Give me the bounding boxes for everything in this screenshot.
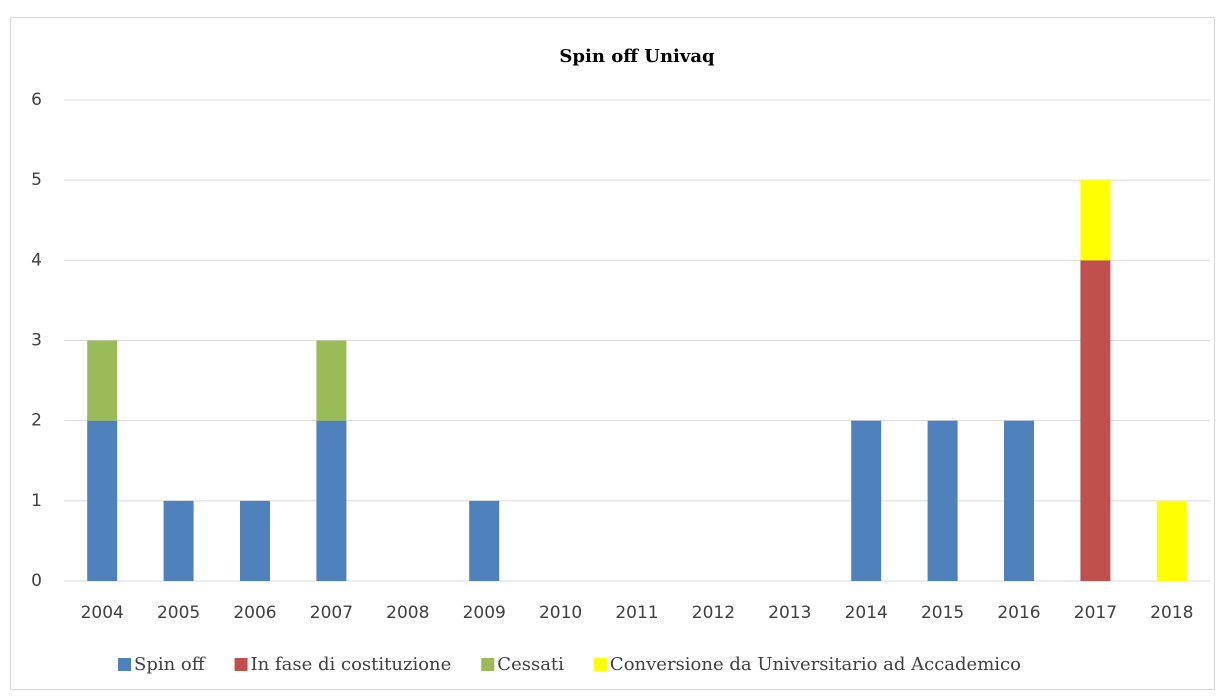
legend-swatch: [481, 658, 495, 671]
x-tick-label: 2009: [463, 603, 506, 623]
x-tick-label: 2006: [233, 603, 276, 623]
x-tick-label: 2013: [768, 603, 811, 623]
x-tick-label: 2008: [386, 603, 429, 623]
x-tick-label: 2016: [997, 603, 1040, 623]
x-tick-label: 2005: [157, 603, 200, 623]
x-tick-label: 2004: [81, 603, 124, 623]
bar-segment: [851, 420, 882, 581]
bar-segment: [163, 500, 194, 581]
x-tick-label: 2012: [692, 603, 735, 623]
legend-swatch: [234, 658, 248, 671]
y-tick-label: 3: [31, 331, 42, 351]
y-tick-label: 1: [31, 491, 42, 511]
y-tick-label: 6: [31, 90, 42, 110]
bar-segment: [1080, 180, 1111, 261]
x-tick-label: 2018: [1150, 603, 1193, 623]
bar-segment: [316, 340, 347, 421]
chart-border: [10, 17, 1215, 690]
y-tick-label: 0: [31, 571, 42, 591]
legend-label: Spin off: [134, 654, 206, 675]
legend-label: Conversione da Universitario ad Accademi…: [610, 654, 1021, 675]
x-tick-label: 2011: [615, 603, 658, 623]
x-tick-label: 2007: [310, 603, 353, 623]
bar-segment: [469, 500, 500, 581]
y-tick-label: 5: [31, 170, 42, 190]
bar-segment: [927, 420, 958, 581]
legend-label: Cessati: [497, 654, 564, 675]
bar-segment: [1004, 420, 1034, 581]
y-tick-label: 4: [31, 250, 42, 270]
bar-segment: [1080, 260, 1111, 581]
chart-title: Spin off Univaq: [559, 46, 715, 67]
legend-swatch: [593, 658, 607, 671]
bar-segment: [87, 420, 118, 581]
legend-swatch: [118, 658, 131, 671]
x-tick-label: 2014: [845, 603, 888, 623]
legend-label: In fase di costituzione: [251, 654, 452, 675]
bar-segment: [316, 420, 347, 581]
bar-segment: [240, 500, 270, 581]
bar-segment: [87, 340, 118, 421]
x-tick-label: 2017: [1074, 603, 1117, 623]
bar-segment: [1156, 500, 1187, 581]
y-tick-label: 2: [31, 411, 42, 431]
x-tick-label: 2010: [539, 603, 582, 623]
x-tick-label: 2015: [921, 603, 964, 623]
